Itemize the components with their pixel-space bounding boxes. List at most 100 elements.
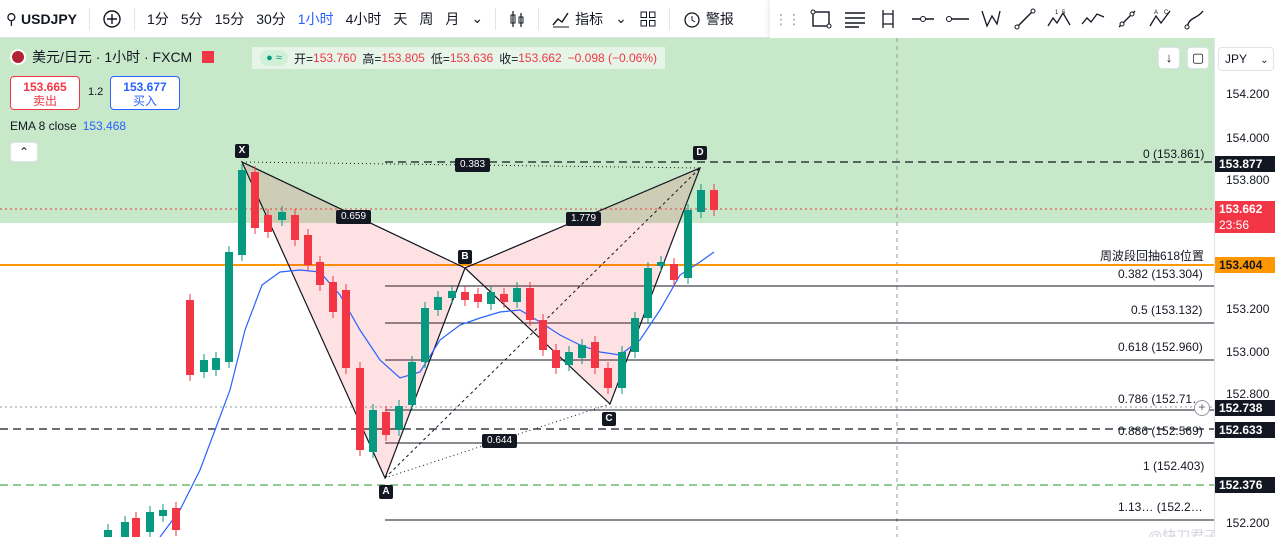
fib-label-0786: 0.786 (152.71… <box>1118 392 1205 406</box>
interval-15m[interactable]: 15分 <box>214 10 245 27</box>
ema-label: EMA 8 close <box>10 119 77 133</box>
price-label-152633: 152.633 <box>1215 422 1275 438</box>
pattern-bd-line <box>464 167 701 269</box>
xabcd-icon <box>981 10 1001 28</box>
ratio-xd: 0.383 <box>455 158 491 172</box>
symbol-search[interactable]: ⚲ USDJPY <box>0 0 83 38</box>
ema-legend[interactable]: EMA 8 close 153.468 <box>10 119 126 133</box>
alert-button[interactable]: 警报 <box>676 0 740 38</box>
xabcd-pattern-tool[interactable] <box>974 2 1008 36</box>
alarm-clock-icon <box>684 11 700 28</box>
interval-dropdown[interactable]: ⌄ <box>465 0 489 38</box>
candle-body <box>618 352 626 388</box>
currency-selector[interactable]: JPY ⌄ <box>1218 47 1274 71</box>
ratio-bd: 1.779 <box>566 212 602 226</box>
close-label: 收= <box>499 51 519 66</box>
add-circle-icon <box>103 9 121 28</box>
interval-30m[interactable]: 30分 <box>256 10 286 27</box>
price-label-152376: 152.376 <box>1215 477 1275 493</box>
tick-152200: 152.200 <box>1226 516 1270 530</box>
chart-type-button[interactable] <box>502 0 532 38</box>
fullscreen-button[interactable]: ▢ <box>1187 47 1209 69</box>
download-button[interactable]: ↓ <box>1158 47 1180 69</box>
sell-button[interactable]: 153.665 卖出 <box>10 76 80 110</box>
candle-body <box>710 190 718 210</box>
buy-price: 153.677 <box>123 80 167 94</box>
interval-week[interactable]: 周 <box>419 10 434 27</box>
trend-line-tool[interactable] <box>1008 2 1042 36</box>
candle-body <box>104 530 112 537</box>
layouts-button[interactable] <box>633 0 663 38</box>
bar-countdown: 23:56 <box>1219 218 1250 232</box>
svg-text:5: 5 <box>1062 10 1066 16</box>
wave-icon <box>1081 13 1105 25</box>
add-alert-button[interactable]: + <box>1194 400 1210 416</box>
fib-label-0382: 0.382 (153.304) <box>1118 267 1203 281</box>
candle-body <box>434 297 442 310</box>
candle-body <box>644 268 652 318</box>
candle-body <box>697 190 705 212</box>
horizontal-line-tool[interactable] <box>906 2 940 36</box>
price-chart[interactable] <box>0 38 1280 537</box>
pattern-point-a: A <box>379 485 393 499</box>
indicators-button[interactable]: 指标 <box>545 0 609 38</box>
fib-retracement-tool[interactable] <box>838 2 872 36</box>
price-axis[interactable] <box>1214 38 1280 537</box>
long-position-tool[interactable] <box>872 2 906 36</box>
pattern-point-b: B <box>458 250 472 264</box>
rectangle-tool[interactable] <box>804 2 838 36</box>
symbol-legend[interactable]: 美元/日元 · 1小时 · FXCM <box>10 47 215 67</box>
candle-body <box>500 294 508 302</box>
fib-label-0: 0 (153.861) <box>1143 147 1205 161</box>
wave-tool[interactable] <box>1076 2 1110 36</box>
candle-body <box>121 522 129 537</box>
fib-label-1: 1 (152.403) <box>1143 459 1205 473</box>
interval-1m[interactable]: 1分 <box>147 10 169 27</box>
chart-area[interactable]: X A B C D 0.659 0.644 1.779 0.383 0 (153… <box>0 38 1280 537</box>
interval-month[interactable]: 月 <box>445 10 460 27</box>
indicators-dropdown[interactable]: ⌄ <box>609 0 633 38</box>
interval-day[interactable]: 天 <box>393 10 408 27</box>
current-price: 153.662 <box>1219 202 1263 216</box>
candle-body <box>513 288 521 302</box>
compare-button[interactable] <box>96 0 128 38</box>
fib-levels-icon <box>845 12 865 28</box>
ray-tool[interactable] <box>940 2 974 36</box>
grid-icon <box>640 11 656 26</box>
candle-body <box>591 342 599 368</box>
fib-label-0618: 0.618 (152.960) <box>1118 340 1203 354</box>
candle-body <box>342 290 350 368</box>
collapse-legend-button[interactable]: ⌃ <box>10 142 38 162</box>
candle-body <box>304 235 312 265</box>
candle-body <box>316 262 324 285</box>
interval-1h[interactable]: 1小时 <box>297 10 334 27</box>
arrow-down-icon: ↓ <box>1165 50 1173 65</box>
candle-body <box>487 292 495 304</box>
buy-label: 买入 <box>132 94 157 108</box>
high-label: 高= <box>362 51 382 66</box>
trend-line-icon <box>1014 8 1036 30</box>
alert-label: 警报 <box>705 10 734 27</box>
ratio-xb: 0.659 <box>336 210 372 224</box>
candle-body <box>408 362 416 405</box>
candle-body <box>421 308 429 362</box>
interval-4h[interactable]: 4小时 <box>345 10 382 27</box>
drag-handle[interactable]: ⋮⋮ <box>770 2 804 36</box>
candle-body <box>604 368 612 388</box>
candle-body <box>382 412 390 435</box>
horizontal-line-icon <box>912 16 934 22</box>
curve-tool[interactable] <box>1178 2 1212 36</box>
candle-body <box>684 210 692 278</box>
buy-button[interactable]: 153.677 买入 <box>110 76 180 110</box>
cross-line-icon <box>1118 10 1136 28</box>
indicators-label: 指标 <box>575 10 604 27</box>
tick-153800: 153.800 <box>1226 173 1270 187</box>
interval-5m[interactable]: 5分 <box>180 10 203 27</box>
cross-line-tool[interactable] <box>1110 2 1144 36</box>
candle-body <box>278 212 286 220</box>
